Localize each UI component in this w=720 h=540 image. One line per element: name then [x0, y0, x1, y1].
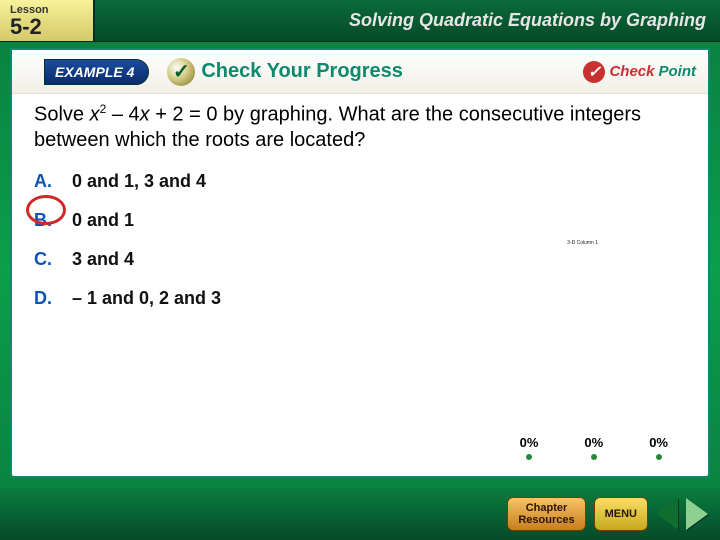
answer-text: 3 and 4: [72, 249, 134, 270]
answer-label: C.: [34, 249, 58, 270]
next-arrow-icon[interactable]: [686, 498, 708, 530]
question-var1: x: [90, 104, 100, 126]
poll-percent-value: 0%: [584, 435, 603, 450]
checkmark-icon: ✓: [167, 58, 195, 86]
poll-percent: 0%: [649, 435, 668, 460]
answer-text: – 1 and 0, 2 and 3: [72, 288, 221, 309]
slide-root: Lesson 5-2 Solving Quadratic Equations b…: [0, 0, 720, 540]
mini-chart-label: 3-D Column 1: [567, 240, 598, 246]
answer-text: 0 and 1, 3 and 4: [72, 171, 206, 192]
poll-percent-value: 0%: [649, 435, 668, 450]
answer-option[interactable]: A. 0 and 1, 3 and 4: [34, 162, 686, 201]
question-mid1: – 4: [106, 104, 139, 126]
checkpoint-check-text: Check: [609, 63, 654, 80]
dot-icon: [656, 454, 662, 460]
top-bar: Lesson 5-2 Solving Quadratic Equations b…: [0, 0, 720, 42]
dot-icon: [591, 454, 597, 460]
question-text: Solve x2 – 4x + 2 = 0 by graphing. What …: [12, 94, 708, 158]
example-header: EXAMPLE 4 ✓ Check Your Progress ✓ Check P…: [12, 50, 708, 94]
dot-icon: [526, 454, 532, 460]
checkpoint-point-text: Point: [659, 63, 697, 80]
poll-percent: 0%: [584, 435, 603, 460]
checkpoint-badge: ✓ Check Point: [583, 61, 696, 83]
checkpoint-tick-icon: ✓: [583, 61, 605, 83]
answer-text: 0 and 1: [72, 210, 134, 231]
answer-list: A. 0 and 1, 3 and 4 B. 0 and 1 C. 3 and …: [12, 158, 708, 322]
question-var2: x: [140, 104, 150, 126]
menu-button[interactable]: MENU: [594, 497, 648, 531]
lesson-title: Solving Quadratic Equations by Graphing: [95, 0, 720, 41]
poll-percent-value: 0%: [520, 435, 539, 450]
chapter-resources-button[interactable]: Chapter Resources: [507, 497, 585, 531]
answer-label: A.: [34, 171, 58, 192]
poll-percent: 0%: [520, 435, 539, 460]
footer-bar: Chapter Resources MENU: [0, 488, 720, 540]
example-tab: EXAMPLE 4: [44, 59, 149, 85]
poll-percent-row: 0% 0% 0%: [520, 435, 668, 460]
check-your-progress-label: Check Your Progress: [201, 60, 403, 83]
prev-arrow-icon[interactable]: [656, 498, 678, 530]
answer-label: B.: [34, 210, 58, 231]
lesson-tab: Lesson 5-2: [0, 0, 95, 41]
question-prefix: Solve: [34, 104, 90, 126]
answer-option[interactable]: D. – 1 and 0, 2 and 3: [34, 279, 686, 318]
lesson-number: 5-2: [10, 16, 93, 38]
answer-option[interactable]: B. 0 and 1: [34, 201, 686, 240]
answer-label: D.: [34, 288, 58, 309]
content-panel: EXAMPLE 4 ✓ Check Your Progress ✓ Check P…: [10, 48, 710, 478]
